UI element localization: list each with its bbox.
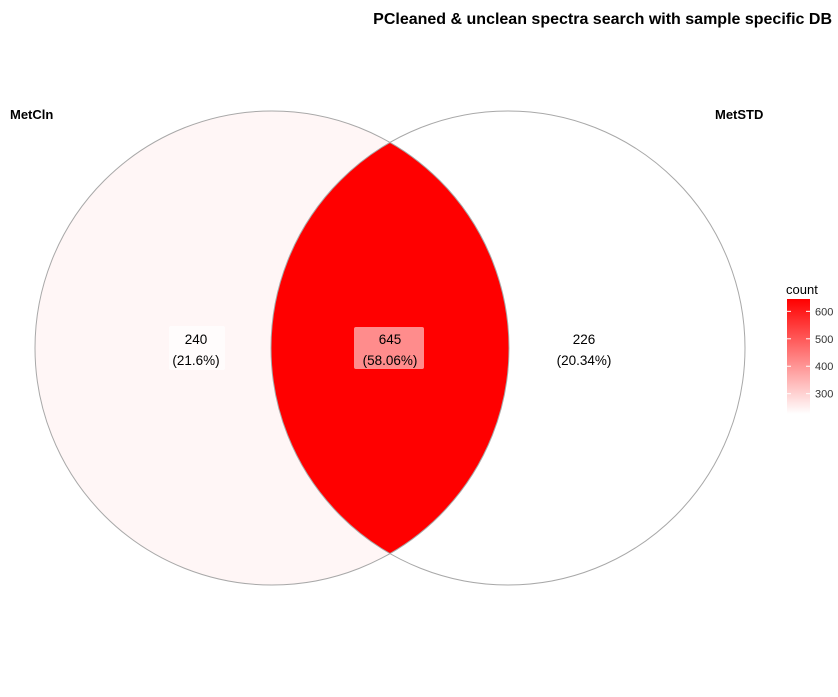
percent-label-metcln: (21.6%) — [172, 353, 219, 368]
legend-tick-label: 300 — [815, 389, 833, 401]
count-label-metcln: 240 — [185, 332, 208, 347]
count-label-metstd: 226 — [573, 332, 596, 347]
percent-label-intersection: (58.06%) — [363, 353, 418, 368]
label-box-metcln — [169, 326, 225, 370]
circle-outline-metcln — [34, 110, 510, 586]
percent-label-metstd: (20.34%) — [557, 353, 612, 368]
region-intersection — [271, 111, 509, 585]
set-label-metcln: MetCln — [10, 107, 53, 122]
legend-ticks: 300 400 500 600 — [787, 306, 833, 401]
label-box-intersection — [354, 327, 424, 369]
circle-outline-metstd — [270, 110, 746, 586]
chart-title: PCleaned & unclean spectra search with s… — [373, 11, 832, 28]
count-label-intersection: 645 — [379, 332, 402, 347]
legend-tick-label: 600 — [815, 306, 833, 318]
legend-tick-label: 500 — [815, 334, 833, 346]
legend-tick-label: 400 — [815, 361, 833, 373]
legend-colorbar — [787, 299, 810, 414]
set-label-metstd: MetSTD — [715, 107, 763, 122]
legend-title: count — [786, 282, 818, 297]
